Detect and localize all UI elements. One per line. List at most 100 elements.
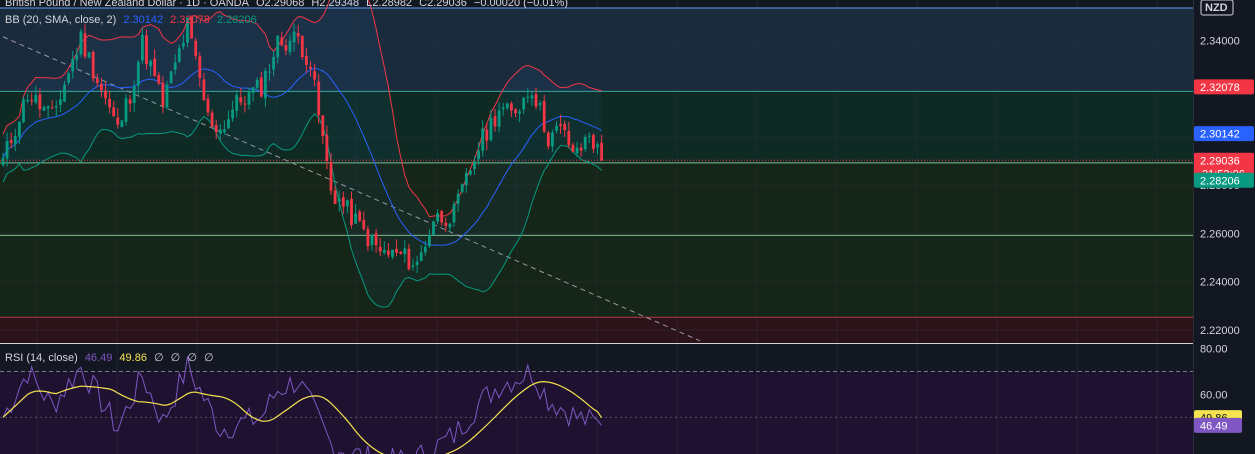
candle-body [1, 157, 5, 166]
candle-body [292, 31, 296, 43]
candle-body [587, 135, 591, 137]
candle-body [436, 213, 439, 222]
candle-body [100, 83, 103, 91]
rsi-ma-value: 49.86 [119, 352, 147, 364]
change-value: −0.00020 (−0.01%) [473, 0, 569, 9]
candle-body [493, 116, 497, 127]
candle-body [259, 77, 263, 97]
rsi-tick-label: 60.00 [1200, 389, 1228, 401]
candle-body [596, 144, 599, 148]
candle-body [518, 111, 521, 114]
candle-body [440, 210, 444, 223]
candle-body [387, 250, 390, 255]
rsi-ma-line [2, 380, 603, 454]
candle-body [481, 128, 485, 151]
candles [1, 17, 603, 273]
candle-body [13, 135, 17, 145]
bb-lower-line [2, 113, 602, 308]
symbol-legend: British Pound / New Zealand Dollar · 1D … [5, 0, 572, 10]
candle-body [42, 107, 46, 111]
candle-body [341, 197, 345, 207]
last-price-label: 2.29036 [1200, 155, 1240, 167]
candle-body [186, 17, 189, 43]
rsi-axis-label-box [1194, 417, 1242, 433]
candle-body [243, 103, 247, 105]
candle-body [30, 100, 34, 102]
rsi-legend[interactable]: RSI (14, close) 46.49 49.86 ∅ ∅ ∅ ∅ [5, 351, 218, 365]
candle-body [235, 94, 239, 111]
candle-body [50, 107, 54, 109]
candle-body [280, 37, 284, 46]
candle-body [112, 107, 116, 117]
price-axis-background [1193, 0, 1255, 454]
candle-body [546, 132, 550, 147]
currency-label: NZD [1205, 2, 1228, 14]
rsi-label: RSI (14, close) [5, 352, 78, 364]
candle-body [579, 147, 583, 151]
candle-body [79, 31, 83, 55]
candle-body [108, 98, 111, 108]
candle-body [59, 99, 62, 105]
candle-body [288, 40, 292, 53]
candle-body [218, 129, 222, 134]
bb-basis-value: 2.30142 [123, 14, 164, 26]
candle-body [464, 172, 468, 186]
candle-body [485, 129, 489, 141]
candle-body [592, 135, 595, 149]
candle-body [346, 200, 349, 207]
candle-body [255, 79, 259, 88]
candle-body [116, 117, 120, 125]
candle-body [153, 58, 157, 77]
candle-body [555, 125, 558, 131]
candle-body [161, 82, 165, 106]
candle-body [247, 90, 251, 105]
candle-body [395, 248, 398, 253]
candle-body [534, 94, 538, 107]
candle-body [530, 95, 534, 99]
price-tick-label: 2.24000 [1200, 277, 1240, 289]
candle-body [157, 75, 161, 84]
rsi-axis-label: 46.49 [1200, 420, 1228, 432]
candle-body [177, 48, 181, 62]
candle-body [75, 54, 79, 60]
candle-body [354, 213, 357, 224]
candle-body [505, 103, 509, 109]
candle-body [300, 35, 304, 58]
candle-body [202, 79, 206, 100]
candle-body [477, 150, 480, 160]
candle-body [128, 99, 132, 104]
candle-body [169, 71, 173, 84]
candle-body [223, 129, 226, 133]
rsi-zero-4: ∅ [203, 352, 214, 364]
candle-body [67, 73, 70, 83]
candle-body [333, 190, 337, 204]
bb-lower-label-box [1194, 172, 1254, 188]
candle-body [272, 56, 275, 70]
rsi-line [2, 356, 602, 454]
bb-basis-label: 2.30142 [1200, 129, 1240, 141]
price-tick-label: 2.34000 [1200, 36, 1240, 48]
candle-body [399, 251, 403, 254]
candle-body [407, 248, 411, 270]
candle-body [358, 211, 362, 221]
rsi-zero-1: ∅ [154, 352, 164, 364]
bb-legend[interactable]: BB (20, SMA, close, 2) 2.30142 2.32078 2… [5, 13, 261, 27]
candle-body [428, 235, 431, 246]
candle-body [382, 249, 386, 253]
candle-body [136, 61, 140, 86]
candle-body [251, 87, 255, 93]
candle-body [124, 98, 128, 122]
candle-body [526, 96, 530, 98]
bb-upper-line [2, 0, 602, 218]
candle-body [296, 33, 300, 37]
candle-body [559, 124, 562, 126]
candle-body [366, 229, 370, 247]
candle-body [415, 261, 419, 265]
rsi-zero-2: ∅ [170, 352, 181, 364]
candle-body [448, 223, 452, 228]
rsi-zero-3: ∅ [187, 352, 197, 364]
candle-body [145, 35, 148, 65]
candle-body [337, 198, 341, 202]
candle-body [514, 109, 517, 114]
